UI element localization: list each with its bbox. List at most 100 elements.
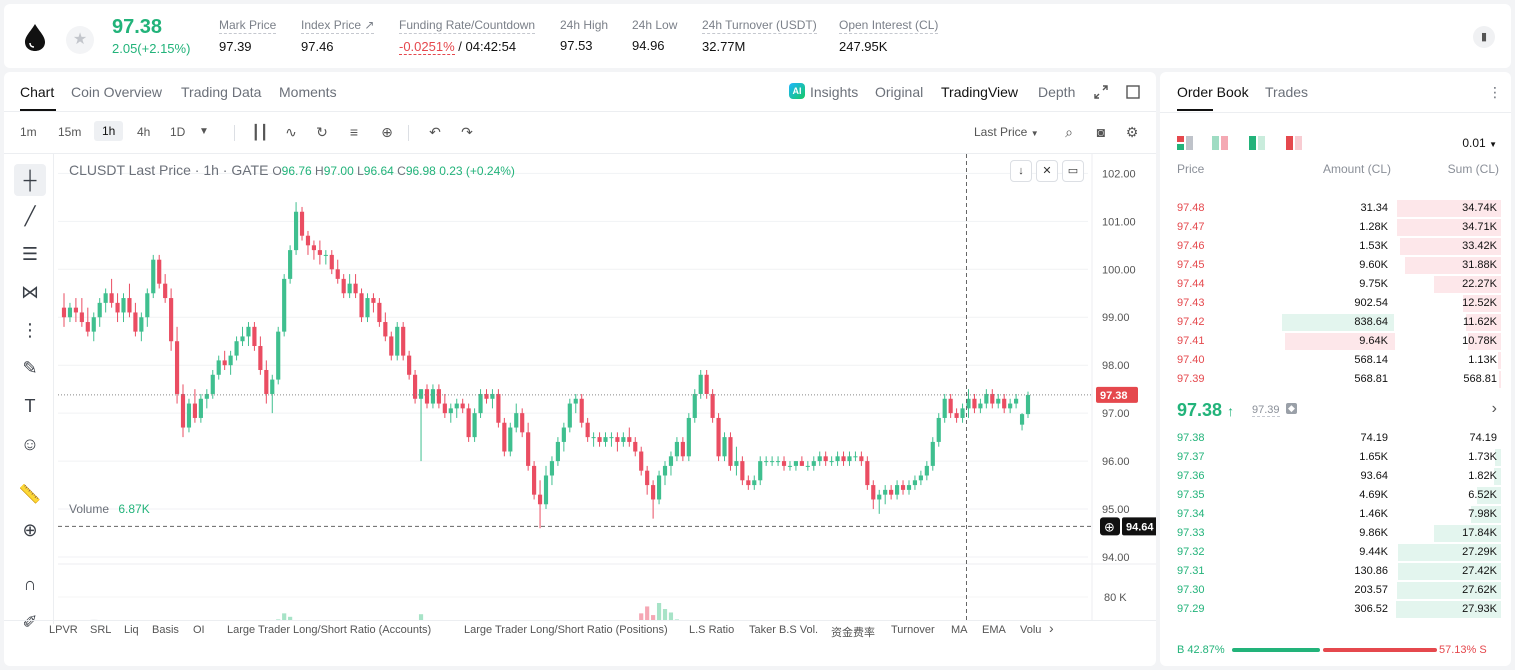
price-axis-label: 98.00: [1102, 360, 1130, 372]
tab-coin-overview[interactable]: Coin Overview: [71, 84, 163, 100]
ask-row[interactable]: 97.44 9.75K 22.27K: [1160, 275, 1511, 294]
indicator-ema[interactable]: EMA: [982, 624, 1006, 636]
volume-bar: [276, 619, 281, 620]
indicator-oi[interactable]: OI: [193, 624, 205, 636]
ask-row[interactable]: 97.48 31.34 34.74K: [1160, 199, 1511, 218]
horizontal-lines-icon[interactable]: ☰: [21, 244, 39, 264]
undo-icon[interactable]: ↶: [429, 124, 441, 140]
add-indicator-icon[interactable]: ⊕: [381, 124, 393, 140]
bid-row[interactable]: 97.33 9.86K 17.84K: [1160, 524, 1511, 543]
candle-body: [662, 465, 668, 476]
ask-row[interactable]: 97.43 902.54 12.52K: [1160, 294, 1511, 313]
ask-row[interactable]: 97.47 1.28K 34.71K: [1160, 218, 1511, 237]
candle-body: [299, 211, 305, 236]
ask-row[interactable]: 97.39 568.81 568.81: [1160, 370, 1511, 389]
bid-depth-bar: [1495, 449, 1501, 466]
brush-icon[interactable]: ✎: [22, 358, 38, 378]
tab-order-book[interactable]: Order Book: [1177, 84, 1249, 100]
trend-line-icon[interactable]: ╱: [24, 206, 36, 226]
more-icon[interactable]: ⋮: [1488, 84, 1502, 100]
bid-row[interactable]: 97.31 130.86 27.42K: [1160, 562, 1511, 581]
expand-icon[interactable]: [1094, 85, 1108, 99]
view-split-icon[interactable]: [1212, 136, 1228, 150]
magnet-icon[interactable]: ∩: [23, 574, 37, 594]
tab-original[interactable]: Original: [875, 84, 924, 100]
ask-row[interactable]: 97.41 9.64K 10.78K: [1160, 332, 1511, 351]
chevron-right-icon[interactable]: ›: [1049, 620, 1054, 636]
redo-icon[interactable]: ↷: [461, 124, 473, 140]
bid-row[interactable]: 97.34 1.46K 7.98K: [1160, 505, 1511, 524]
ask-row[interactable]: 97.46 1.53K 33.42K: [1160, 237, 1511, 256]
stat-index-price[interactable]: Index Price ↗ 97.46: [301, 18, 375, 54]
crosshair-icon[interactable]: ┼: [14, 164, 46, 196]
indicator-funding[interactable]: 资金费率: [831, 627, 875, 639]
price-type-select[interactable]: Last Price ▼: [974, 125, 1039, 139]
favorite-star-icon[interactable]: ★: [66, 26, 94, 54]
view-both-icon[interactable]: [1177, 136, 1193, 150]
funding-countdown: / 04:42:54: [458, 39, 517, 54]
bid-row[interactable]: 97.32 9.44K 27.29K: [1160, 543, 1511, 562]
gear-icon[interactable]: ⚙: [1125, 124, 1139, 140]
indicator-turnover[interactable]: Turnover: [891, 624, 935, 636]
indicator-ma[interactable]: MA: [951, 624, 968, 636]
indicators-icon[interactable]: ∿: [285, 124, 297, 140]
indicator-taker[interactable]: Taker B.S Vol.: [749, 624, 819, 636]
search-icon[interactable]: ⌕: [1065, 124, 1073, 140]
template-icon[interactable]: ≡: [349, 124, 359, 140]
candle-body: [770, 461, 775, 463]
tab-trading-data[interactable]: Trading Data: [181, 84, 262, 100]
timeframe-15m[interactable]: 15m: [58, 125, 82, 139]
bid-row[interactable]: 97.30 203.57 27.62K: [1160, 581, 1511, 600]
bid-row[interactable]: 97.38 74.19 74.19: [1160, 429, 1511, 448]
collapse-icon[interactable]: ✕: [1036, 160, 1058, 182]
indicator-srl[interactable]: SRL: [90, 624, 112, 636]
timeframe-1h[interactable]: 1h: [94, 121, 124, 141]
tab-trades[interactable]: Trades: [1265, 84, 1309, 100]
tab-depth[interactable]: Depth: [1038, 84, 1076, 100]
price-chart[interactable]: 102.00 101.00 100.00 99.00 98.00 97.00 96.00 95…: [58, 154, 1156, 620]
chevron-right-icon[interactable]: ›: [1491, 400, 1497, 417]
view-asks-icon[interactable]: [1286, 136, 1302, 150]
tab-moments[interactable]: Moments: [279, 84, 337, 100]
view-bids-icon[interactable]: [1249, 136, 1265, 150]
camera-icon[interactable]: ◙: [1096, 124, 1106, 140]
indicator-lpvr[interactable]: LPVR: [49, 624, 78, 636]
crosshair-price-bg: [1122, 517, 1156, 536]
pattern-icon[interactable]: ⋈: [21, 282, 39, 302]
indicator-volume[interactable]: Volu: [1020, 624, 1042, 636]
indicator-liq[interactable]: Liq: [124, 624, 139, 636]
candle-type-icon[interactable]: ┃┃: [251, 124, 269, 140]
emoji-icon[interactable]: ☺: [20, 434, 40, 454]
indicator-ls-positions[interactable]: Large Trader Long/Short Ratio (Positions…: [464, 624, 668, 636]
tab-chart[interactable]: Chart: [20, 84, 55, 100]
ask-row[interactable]: 97.45 9.60K 31.88K: [1160, 256, 1511, 275]
bid-row[interactable]: 97.36 93.64 1.82K: [1160, 467, 1511, 486]
arrow-down-icon[interactable]: ↓: [1010, 160, 1032, 182]
indicator-ls-ratio[interactable]: L.S Ratio: [689, 624, 735, 636]
text-icon[interactable]: T: [24, 396, 36, 416]
bid-row[interactable]: 97.35 4.69K 6.52K: [1160, 486, 1511, 505]
ruler-icon[interactable]: 📏: [18, 484, 42, 504]
ask-sum: 31.88K: [1462, 259, 1497, 271]
chevron-down-icon[interactable]: ▼: [199, 126, 209, 137]
fit-icon[interactable]: ▭: [1062, 160, 1084, 182]
tab-tradingview[interactable]: TradingView: [941, 84, 1019, 100]
ask-row[interactable]: 97.40 568.14 1.13K: [1160, 351, 1511, 370]
pencil-icon[interactable]: ✐: [22, 612, 38, 632]
zoom-in-icon[interactable]: ⊕: [22, 520, 38, 540]
timeframe-4h[interactable]: 4h: [137, 125, 151, 139]
fib-icon[interactable]: ⋮: [21, 320, 39, 340]
ask-row[interactable]: 97.42 838.64 11.62K: [1160, 313, 1511, 332]
timeframe-1d[interactable]: 1D: [170, 125, 186, 139]
tab-insights[interactable]: Insights: [810, 84, 859, 100]
timeframe-1m[interactable]: 1m: [20, 125, 37, 139]
candle-body: [61, 307, 67, 318]
bid-row[interactable]: 97.29 306.52 27.93K: [1160, 600, 1511, 619]
indicator-ls-accounts[interactable]: Large Trader Long/Short Ratio (Accounts): [227, 624, 432, 636]
precision-select[interactable]: 0.01 ▼: [1462, 136, 1497, 150]
book-icon[interactable]: ▮: [1473, 26, 1495, 48]
bid-row[interactable]: 97.37 1.65K 1.73K: [1160, 448, 1511, 467]
replay-icon[interactable]: ↻: [316, 124, 328, 140]
indicator-basis[interactable]: Basis: [152, 624, 179, 636]
window-icon[interactable]: [1126, 85, 1140, 99]
